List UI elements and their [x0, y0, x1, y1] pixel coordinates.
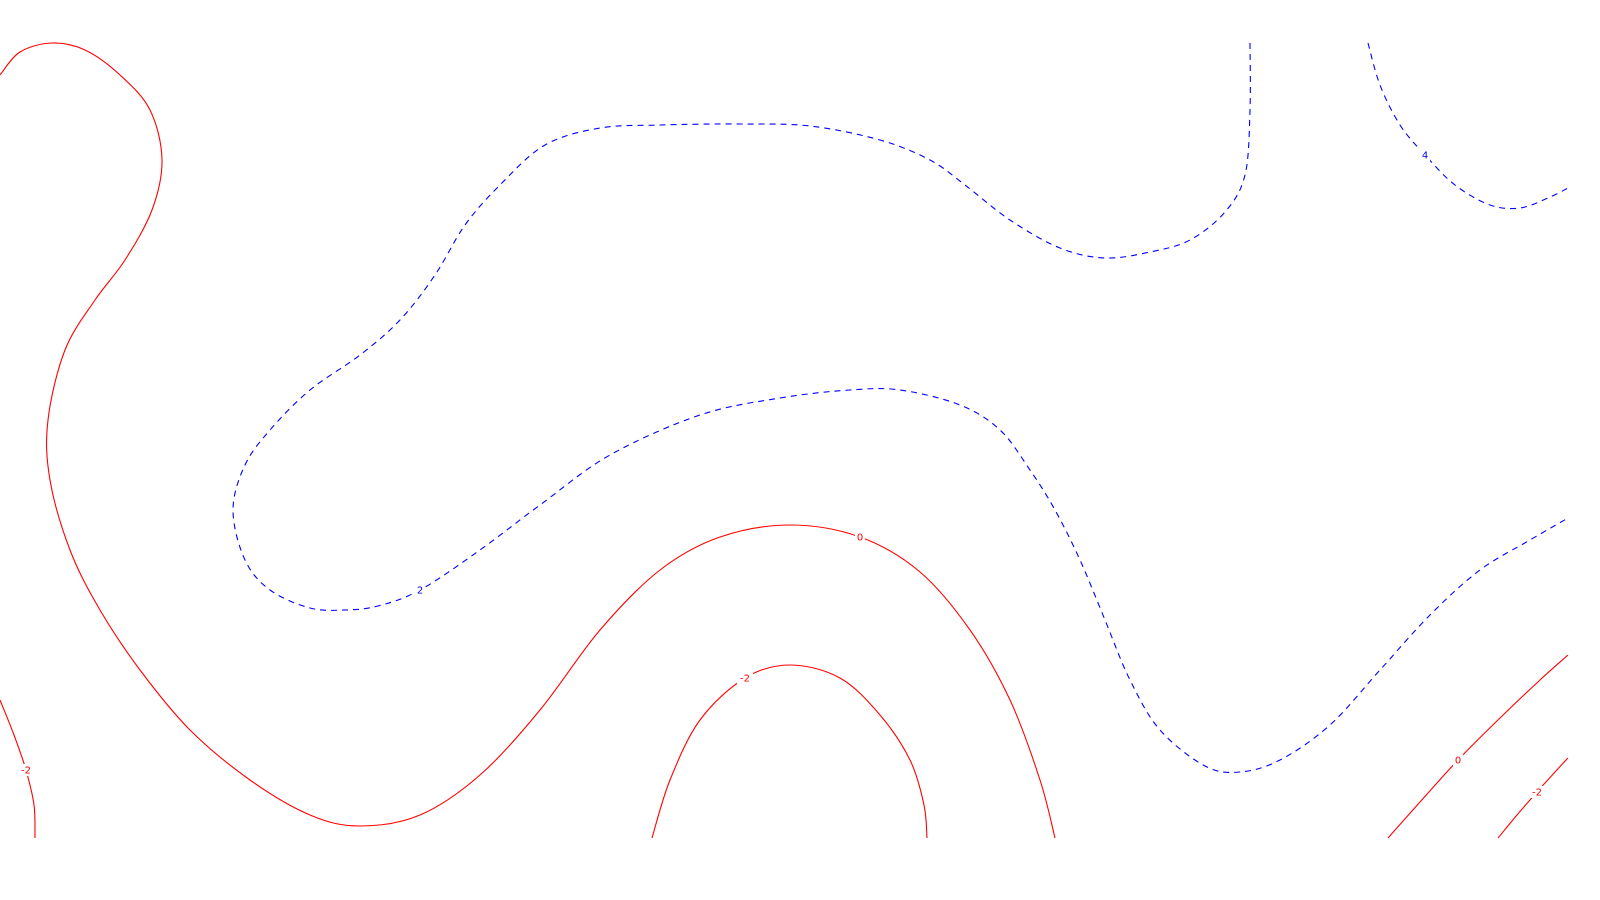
contour-label-red-right-0: 0 [1455, 756, 1461, 767]
contour-label-blue-upper-2: 2 [417, 586, 423, 597]
contour-labels: 0 -2 -2 0 -2 2 4 [18, 149, 1545, 799]
contour-line-blue-corner-4 [1367, 42, 1569, 210]
contour-lines [0, 42, 1569, 839]
contour-label-blue-corner-4: 4 [1422, 151, 1428, 162]
contour-label-red-right-neg2: -2 [1532, 788, 1542, 799]
contour-label-mask [737, 672, 753, 684]
contour-label-mask [415, 584, 425, 596]
contour-line-red-left-0 [0, 42, 1056, 839]
contour-label-red-bottom-neg2: -2 [740, 674, 750, 685]
contour-line-red-right-0 [1387, 654, 1569, 839]
contour-label-mask [18, 764, 34, 776]
contour-label-mask [1420, 149, 1430, 161]
contour-label-mask [1529, 786, 1545, 798]
contour-label-mask [1453, 754, 1463, 766]
contour-label-red-left-edge-neg2: -2 [21, 766, 31, 777]
contour-label-mask [855, 531, 865, 543]
contour-label-red-left-0: 0 [857, 533, 863, 544]
contour-line-blue-upper-2 [232, 42, 1569, 774]
contour-line-red-bottom-neg2 [651, 664, 928, 839]
